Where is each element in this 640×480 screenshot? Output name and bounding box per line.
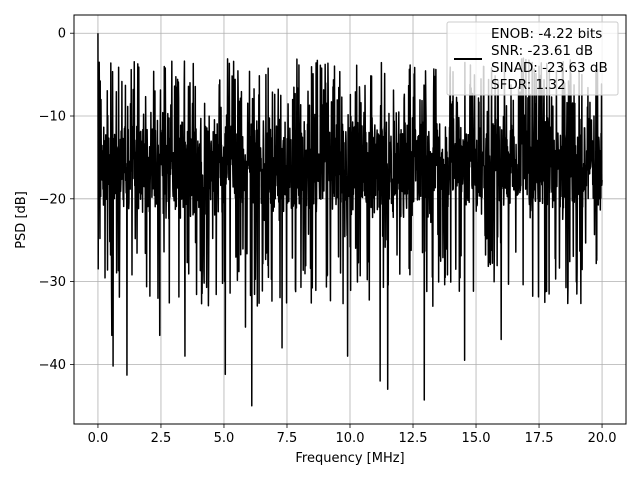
psd-series-line — [97, 33, 603, 407]
legend-line-2: SNR: -23.61 dB — [491, 43, 593, 59]
legend-box — [446, 21, 619, 96]
legend-line-1: ENOB: -4.22 bits — [491, 26, 602, 42]
x-tick-label: 0.0 — [88, 431, 109, 446]
plot-area — [97, 33, 603, 407]
x-tick-label: 17.5 — [525, 431, 554, 446]
legend: ENOB: -4.22 bits SNR: -23.61 dB SINAD: -… — [446, 21, 619, 96]
legend-line-4: SFDR: 1.32 — [491, 77, 566, 93]
x-tick-label: 20.0 — [588, 431, 617, 446]
ticks: 0.0 2.5 5.0 7.5 10.0 12.5 15.0 17.5 20.0 0 −10 −20 −… — [39, 27, 617, 446]
x-tick-label: 2.5 — [151, 431, 172, 446]
x-tick-label: 5.0 — [214, 431, 235, 446]
y-tick-label: −40 — [39, 358, 66, 373]
x-axis-label: Frequency [MHz] — [295, 451, 404, 466]
x-tick-label: 15.0 — [462, 431, 491, 446]
y-tick-label: −10 — [39, 110, 66, 125]
x-tick-label: 10.0 — [336, 431, 365, 446]
x-tick-label: 7.5 — [277, 431, 298, 446]
legend-line-3: SINAD: -23.63 dB — [491, 60, 608, 76]
x-tick-label: 12.5 — [399, 431, 428, 446]
y-tick-label: −20 — [39, 192, 66, 207]
y-tick-label: 0 — [58, 27, 66, 42]
y-tick-label: −30 — [39, 275, 66, 290]
y-axis-label: PSD [dB] — [14, 191, 29, 249]
